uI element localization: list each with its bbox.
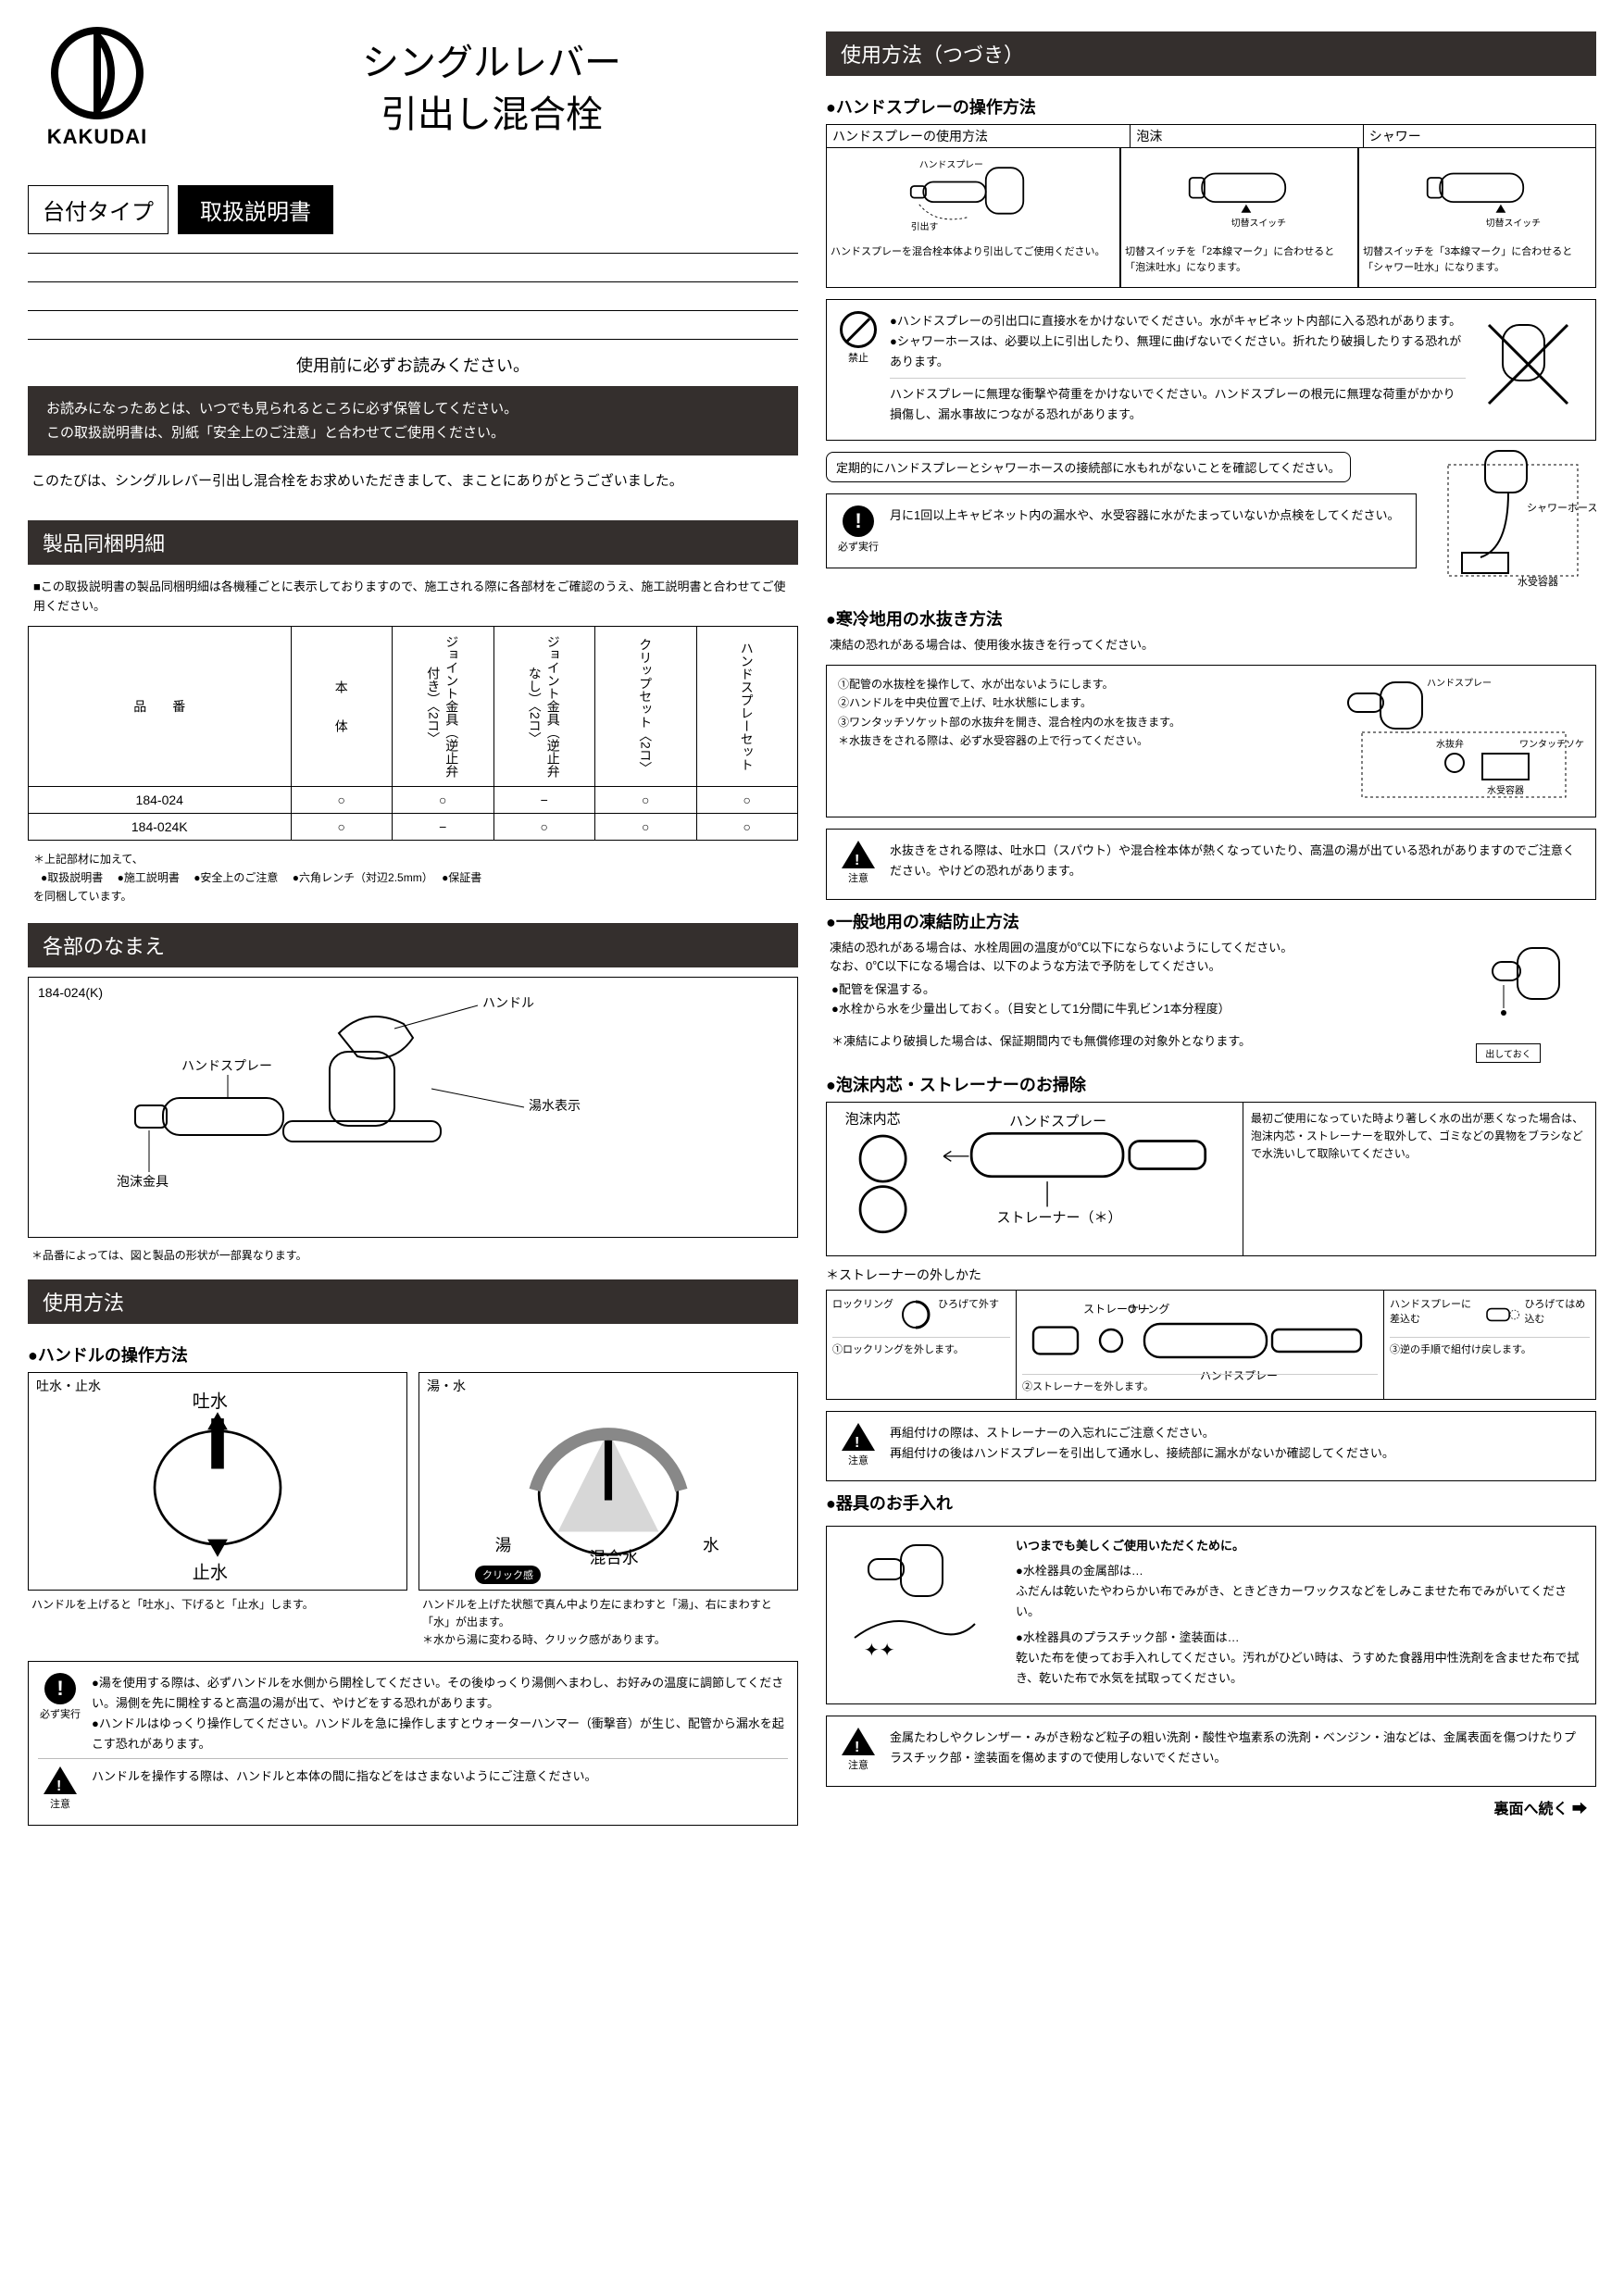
- sec-package: 製品同梱明細: [28, 520, 798, 565]
- caution-icon: [44, 1766, 77, 1794]
- sub-care: ●器具のお手入れ: [826, 1481, 1596, 1520]
- svg-text:ハンドスプレー: ハンドスプレー: [1427, 678, 1492, 689]
- caution-icon: [842, 1423, 875, 1451]
- svg-text:ストレーナー（＊）: ストレーナー（＊）: [996, 1209, 1121, 1225]
- sub-freeze: ●一般地用の凍結防止方法: [826, 900, 1596, 939]
- cabinet-fig: シャワーホース 水受容器: [1430, 446, 1596, 597]
- svg-text:ハンドスプレー: ハンドスプレー: [181, 1058, 272, 1073]
- mount-type: 台付タイプ: [28, 185, 169, 234]
- strainer-row: ロックリング ひろげて外す ①ロックリングを外します。 ストレーナー Oリング …: [826, 1290, 1596, 1400]
- spray-round-note: 定期的にハンドスプレーとシャワーホースの接続部に水もれがないことを確認してくださ…: [826, 452, 1351, 482]
- svg-text:ハンドル: ハンドル: [482, 995, 534, 1010]
- sub-aerator: ●泡沫内芯・ストレーナーのお掃除: [826, 1063, 1596, 1102]
- read-first: 使用前に必ずお読みください。: [28, 340, 798, 386]
- svg-text:水: 水: [703, 1536, 719, 1554]
- svg-text:水受容器: 水受容器: [1518, 575, 1558, 588]
- spray-col-head: ハンドスプレーの使用方法 泡沫 シャワー: [826, 124, 1596, 148]
- svg-text:水受容器: 水受容器: [1487, 784, 1524, 796]
- svg-text:湯水表示: 湯水表示: [529, 1098, 581, 1113]
- handle-warn-box: ! 必ず実行 ●湯を使用する際は、必ずハンドルを水側から開栓してください。その後…: [28, 1661, 798, 1826]
- must-do-icon: !: [843, 505, 874, 537]
- handle-panels: 吐水・止水 吐水 止水 湯・水 湯 混合水: [28, 1372, 798, 1591]
- caution-icon: [842, 1728, 875, 1755]
- cold-box: ①配管の水抜栓を操作して、水が出ないようにします。 ②ハンドルを中央位置で上げ、…: [826, 665, 1596, 817]
- click-chip: クリック感: [475, 1566, 541, 1584]
- svg-text:湯: 湯: [495, 1536, 512, 1554]
- manual-label: 取扱説明書: [178, 185, 333, 234]
- continue: 裏面へ続く ➡: [826, 1787, 1596, 1818]
- spray-warn-box: 禁止 ●ハンドスプレーの引出口に直接水をかけないでください。水がキャビネット内部…: [826, 299, 1596, 441]
- svg-text:混合水: 混合水: [590, 1548, 639, 1566]
- freeze-fig: 出しておく: [1476, 939, 1596, 1063]
- sub-spray: ●ハンドスプレーの操作方法: [826, 85, 1596, 124]
- must-do-icon: !: [44, 1673, 76, 1704]
- package-table: 品 番 本 体 ジョイント金具（逆止弁付き）〈2コ〉 ジョイント金具（逆止弁なし…: [28, 626, 798, 841]
- strainer-warn: 注意 再組付けの際は、ストレーナーの入忘れにご注意ください。 再組付けの後はハン…: [826, 1411, 1596, 1482]
- package-footnote: ＊上記部材に加えて、 ●取扱説明書 ●施工説明書 ●安全上のご注意 ●六角レンチ…: [28, 841, 798, 910]
- parts-figure: 184-024(K) ハンドル ハンドスプレー 泡沫金具 湯水表示: [28, 977, 798, 1238]
- thanks: このたびは、シングルレバー引出し混合栓をお求めいただきまして、まことにありがとう…: [28, 455, 798, 507]
- caution-icon: [842, 841, 875, 868]
- svg-text:切替スイッチ: 切替スイッチ: [1231, 217, 1286, 229]
- svg-text:水抜弁: 水抜弁: [1436, 738, 1464, 750]
- svg-text:シャワーホース: シャワーホース: [1527, 502, 1596, 514]
- storage-note: お読みになったあとは、いつでも見られるところに必ず保管してください。 この取扱説…: [28, 386, 798, 455]
- parts-caption: ＊品番によっては、図と製品の形状が一部異なります。: [28, 1242, 798, 1267]
- sub-handle: ●ハンドルの操作方法: [28, 1333, 798, 1372]
- svg-text:引出す: 引出す: [911, 220, 939, 232]
- svg-text:泡沫内芯: 泡沫内芯: [845, 1111, 901, 1127]
- sec-parts: 各部のなまえ: [28, 923, 798, 967]
- svg-text:ハンドスプレー: ハンドスプレー: [919, 159, 983, 170]
- sec-usage: 使用方法: [28, 1279, 798, 1324]
- spray-panels: ハンドスプレー 引出す ハンドスプレーを混合栓本体より引出してご使用ください。 …: [826, 148, 1596, 288]
- svg-text:ワンタッチソケット: ワンタッチソケット: [1519, 739, 1584, 750]
- svg-text:泡沫金具: 泡沫金具: [117, 1174, 169, 1189]
- svg-text:ハンドスプレー: ハンドスプレー: [1009, 1114, 1106, 1129]
- sec-usage-cont: 使用方法（つづき）: [826, 31, 1596, 76]
- care-box: ✦✦ いつまでも美しくご使用いただくために。 ●水栓器具の金属部は…ふだんは乾い…: [826, 1526, 1596, 1704]
- package-note: ■この取扱説明書の製品同梱明細は各機種ごとに表示しておりますので、施工される際に…: [28, 574, 798, 626]
- svg-text:吐水: 吐水: [193, 1391, 228, 1412]
- main-title: シングルレバー 引出し混合栓: [185, 19, 798, 141]
- svg-text:Oリング: Oリング: [1128, 1303, 1169, 1316]
- strainer-title: ＊ストレーナーの外しかた: [826, 1256, 1596, 1286]
- aerator-box: 泡沫内芯 ハンドスプレー ストレーナー（＊） 最初ご使用になっていた時より著しく…: [826, 1102, 1596, 1256]
- cold-warn: 注意 水抜きをされる際は、吐水口（スパウト）や混合栓本体が熱くなっていたり、高温…: [826, 829, 1596, 900]
- sub-cold: ●寒冷地用の水抜き方法: [826, 597, 1596, 636]
- care-warn: 注意 金属たわしやクレンザー・みがき粉など粒子の粗い洗剤・酸性や塩素系の洗剤・ベ…: [826, 1716, 1596, 1787]
- brand-name: KAKUDAI: [47, 125, 147, 149]
- svg-text:切替スイッチ: 切替スイッチ: [1486, 217, 1541, 229]
- brand-logo: KAKUDAI: [28, 19, 167, 157]
- prohibit-icon: [840, 311, 877, 348]
- svg-text:止水: 止水: [193, 1563, 228, 1583]
- svg-text:✦✦: ✦✦: [864, 1641, 895, 1661]
